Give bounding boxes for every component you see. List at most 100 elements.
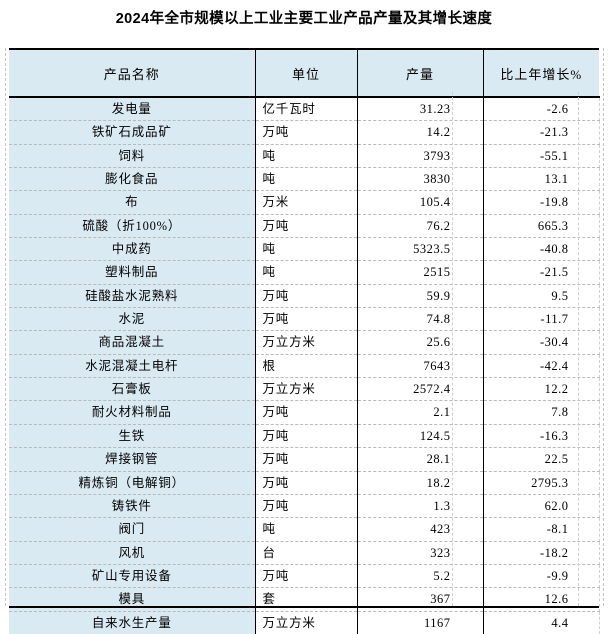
cell-output: 7643 <box>357 354 484 379</box>
cell-unit: 万吨 <box>254 564 358 589</box>
cell-growth: -30.4 <box>483 330 600 355</box>
cell-unit: 万吨 <box>254 120 358 145</box>
document-page: 2024年全市规模以上工业主要工业产品产量及其增长速度 产品名称 单位 产量 比… <box>5 11 604 634</box>
cell-product-name: 矿山专用设备 <box>9 564 256 589</box>
table-row: 风机台 323 -18.2 <box>9 541 600 565</box>
cell-unit: 万吨 <box>254 214 358 239</box>
table-body: 发电量 亿千瓦时 31.23 -2.6 铁矿石成品矿 万吨 14.2 -21.3 饲料吨 3793… <box>9 97 600 634</box>
cell-growth: 62.0 <box>483 494 600 519</box>
cell-unit: 吨 <box>254 167 358 192</box>
cell-output: 76.2 <box>357 214 484 239</box>
cell-product-name: 铸铁件 <box>9 494 256 519</box>
cell-unit: 万立方米 <box>254 377 358 402</box>
cell-output: 423 <box>357 517 484 542</box>
column-header-product-name: 产品名称 <box>9 48 255 98</box>
cell-growth: 4.4 <box>483 611 600 634</box>
cell-output: 25.6 <box>357 330 484 355</box>
cell-unit: 根 <box>254 354 358 379</box>
cell-unit: 万吨 <box>254 400 358 425</box>
cell-growth: 13.1 <box>483 167 600 192</box>
cell-growth: 22.5 <box>483 447 600 472</box>
cell-product-name: 塑料制品 <box>9 260 256 285</box>
cell-product-name: 膨化食品 <box>9 167 256 192</box>
table-row: 膨化食品吨 3830 13.1 <box>9 167 600 192</box>
cell-product-name: 风机 <box>9 541 256 565</box>
table-row: 饲料吨 3793 -55.1 <box>9 144 600 169</box>
cell-product-name: 发电量 <box>9 97 256 122</box>
cell-growth: -16.3 <box>483 424 600 449</box>
cell-output: 28.1 <box>357 447 484 472</box>
cell-growth: -8.1 <box>483 517 600 542</box>
table-row: 水泥 万吨 74.8 -11.7 <box>9 307 600 332</box>
cell-unit: 万吨 <box>254 307 358 332</box>
cell-product-name: 焊接钢管 <box>9 447 256 472</box>
cell-growth: 7.8 <box>483 400 600 425</box>
cell-unit: 台 <box>254 541 358 565</box>
cell-product-name: 水泥 <box>9 307 256 332</box>
cell-product-name: 布 <box>9 190 256 215</box>
cell-unit: 吨 <box>254 144 358 169</box>
cell-output: 3793 <box>357 144 484 169</box>
cell-output: 1.3 <box>357 494 484 519</box>
table-row: 硅酸盐水泥熟料 万吨 59.9 9.5 <box>9 284 600 309</box>
cell-growth: 2795.3 <box>483 471 600 495</box>
cell-unit: 万吨 <box>254 424 358 449</box>
cell-growth: -2.6 <box>483 97 600 122</box>
cell-growth: 665.3 <box>483 214 600 239</box>
cell-output: 3830 <box>357 167 484 192</box>
page-title: 2024年全市规模以上工业主要工业产品产量及其增长速度 <box>115 11 493 27</box>
cell-output: 105.4 <box>357 190 484 215</box>
cell-unit: 万立方米 <box>254 611 358 634</box>
cell-growth: -18.2 <box>483 541 600 565</box>
table-row: 水泥混凝土电杆根 7643 -42.4 <box>9 354 600 379</box>
cell-product-name: 精炼铜（电解铜） <box>9 471 256 495</box>
cell-product-name: 硅酸盐水泥熟料 <box>9 284 256 309</box>
table-row: 塑料制品吨 2515 -21.5 <box>9 260 600 285</box>
cell-output: 74.8 <box>357 307 484 332</box>
table-row: 布万米 105.4 -19.8 <box>9 190 600 215</box>
cell-output: 2572.4 <box>357 377 484 402</box>
sheet-edge-right <box>603 48 604 606</box>
table-row: 自来水生产量 万立方米 1167 4.4 <box>9 611 600 634</box>
table-row: 精炼铜（电解铜） 万吨 18.2 2795.3 <box>9 471 600 495</box>
cell-unit: 万吨 <box>254 471 358 495</box>
cell-unit: 吨 <box>254 517 358 542</box>
cell-output: 18.2 <box>357 471 484 495</box>
cell-product-name: 生铁 <box>9 424 256 449</box>
cell-output: 2515 <box>357 260 484 285</box>
table-header-row: 产品名称 单位 产量 比上年增长% <box>9 48 599 98</box>
table-row: 生铁 万吨 124.5 -16.3 <box>9 424 600 449</box>
cell-growth: -40.8 <box>483 237 600 262</box>
table-row: 焊接钢管 万吨 28.1 22.5 <box>9 447 600 472</box>
cell-growth: -21.5 <box>483 260 600 285</box>
table-row: 铁矿石成品矿 万吨 14.2 -21.3 <box>9 120 600 145</box>
cell-output: 5323.5 <box>357 237 484 262</box>
cell-unit: 万米 <box>254 190 358 215</box>
cell-output: 14.2 <box>357 120 484 145</box>
cell-growth: -11.7 <box>483 307 600 332</box>
cell-product-name: 中成药 <box>9 237 256 262</box>
cell-output: 323 <box>357 541 484 565</box>
table-header: 产品名称 单位 产量 比上年增长% <box>9 48 599 98</box>
cell-unit: 万吨 <box>254 284 358 309</box>
cell-unit: 万吨 <box>254 494 358 519</box>
cell-output: 124.5 <box>357 424 484 449</box>
cell-product-name: 阀门 <box>9 517 256 542</box>
cell-unit: 万立方米 <box>254 330 358 355</box>
cell-growth: -19.8 <box>483 190 600 215</box>
table-row: 耐火材料制品 万吨 2.1 7.8 <box>9 400 600 425</box>
cell-output: 31.23 <box>357 97 484 122</box>
cell-growth: -9.9 <box>483 564 600 589</box>
cell-growth: -21.3 <box>483 120 600 145</box>
cell-product-name: 耐火材料制品 <box>9 400 256 425</box>
column-header-unit: 单位 <box>254 48 357 98</box>
cell-product-name: 商品混凝土 <box>9 330 256 355</box>
cell-growth: -42.4 <box>483 354 600 379</box>
table-row: 硫酸（折100%） 万吨 76.2 665.3 <box>9 214 600 239</box>
statistics-table-container: 产品名称 单位 产量 比上年增长% 发电量 亿千瓦时 31.23 -2.6 铁矿石成品矿… <box>5 48 604 634</box>
cell-output: 1167 <box>357 611 484 634</box>
table-row: 铸铁件 万吨 1.3 62.0 <box>9 494 600 519</box>
cell-output: 2.1 <box>357 400 484 425</box>
cell-product-name: 水泥混凝土电杆 <box>9 354 256 379</box>
cell-growth: 9.5 <box>483 284 600 309</box>
